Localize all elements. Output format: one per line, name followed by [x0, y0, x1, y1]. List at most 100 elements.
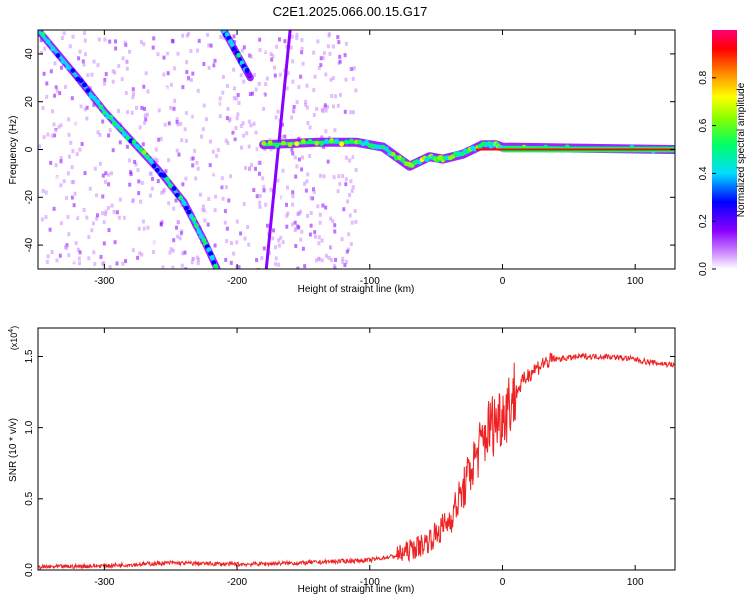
- spectrogram-cell: [257, 81, 261, 86]
- spectrogram-cell: [62, 123, 65, 128]
- spectrogram-cell: [169, 193, 173, 198]
- spectrogram-cell: [294, 174, 298, 179]
- spectrogram-cell: [81, 59, 85, 64]
- spectrogram-point: [102, 110, 107, 116]
- spectrogram-cell: [124, 91, 128, 95]
- spectrogram-cell: [288, 184, 292, 189]
- spectrogram-cell: [223, 209, 227, 214]
- spectrogram-cell: [277, 238, 281, 243]
- spectrogram-cell: [254, 98, 258, 103]
- figure-title: C2E1.2025.066.00.15.G17: [273, 4, 428, 19]
- spectrogram-cell: [135, 186, 139, 191]
- spectrogram-cell: [218, 114, 222, 119]
- spectrogram-band: [259, 137, 675, 171]
- spectrogram-point: [231, 46, 237, 52]
- spectrogram-cell: [101, 211, 105, 216]
- spectrogram-cell: [253, 134, 257, 139]
- spectrogram-cell: [349, 179, 353, 184]
- spectrogram-cell: [348, 158, 352, 163]
- spectrogram-cell: [139, 40, 143, 44]
- spectrogram-cell: [301, 155, 304, 160]
- spectrogram-cell: [329, 216, 333, 221]
- spectrogram-cell: [59, 156, 63, 161]
- spectrogram-cell: [295, 100, 299, 105]
- spectrogram-cell: [326, 105, 330, 109]
- spectrogram-cell: [76, 247, 80, 252]
- spectrogram-cell: [93, 262, 97, 266]
- spectrogram-cell: [331, 219, 335, 224]
- spectrogram-cell: [193, 261, 197, 266]
- spectrogram-point: [390, 151, 396, 157]
- spectrogram-cell: [151, 45, 155, 50]
- colorbar-tick-label: 0.6: [698, 118, 709, 132]
- spectrogram-cell: [177, 152, 181, 157]
- spectrogram-cell: [180, 138, 184, 143]
- spectrogram-cell: [145, 112, 149, 117]
- spectrogram-cell: [268, 251, 271, 256]
- spectrogram-cell: [45, 81, 49, 86]
- spectrogram-cell: [103, 37, 107, 42]
- spectrogram-point: [319, 141, 325, 146]
- spectrogram-cell: [93, 166, 97, 171]
- spectrogram-cell: [271, 54, 275, 59]
- spectrogram-cell: [298, 106, 302, 111]
- spectrogram-x-label: Height of straight line (km): [298, 284, 415, 295]
- spectrogram-cell: [177, 231, 181, 236]
- spectrogram-cell: [264, 82, 268, 87]
- spectrogram-cell: [131, 95, 135, 100]
- spectrogram-cell: [262, 84, 265, 89]
- spectrogram-cell: [95, 193, 98, 198]
- spectrogram-cell: [188, 170, 192, 175]
- spectrogram-cell: [291, 85, 295, 90]
- spectrogram-cell: [127, 158, 131, 163]
- spectrogram-cell: [163, 122, 167, 127]
- spectrogram-cell: [351, 155, 355, 160]
- spectrogram-cell: [67, 132, 71, 137]
- spectrogram-cell: [201, 207, 205, 212]
- spectrogram-point: [236, 52, 242, 58]
- spectrogram-y-tick-label: 20: [24, 96, 35, 108]
- spectrogram-cell: [300, 50, 304, 55]
- spectrogram-cell: [44, 215, 48, 219]
- spectrogram-cell: [209, 43, 213, 48]
- spectrogram-cell: [172, 206, 176, 211]
- spectrogram-cell: [104, 212, 107, 217]
- spectrogram-cell: [151, 176, 154, 181]
- spectrogram-cell: [64, 245, 68, 250]
- spectrogram-cell: [45, 94, 49, 99]
- spectrogram-cell: [186, 76, 190, 81]
- spectrogram-point: [274, 143, 280, 149]
- spectrogram-cell: [86, 73, 90, 78]
- spectrogram-cell: [124, 259, 127, 264]
- spectrogram-cell: [102, 81, 106, 86]
- spectrogram-cell: [51, 213, 55, 218]
- spectrogram-cell: [351, 185, 355, 190]
- spectrogram-cell: [47, 68, 50, 73]
- spectrogram-cell: [181, 182, 185, 187]
- spectrogram-cell: [189, 61, 192, 66]
- spectrogram-cell: [49, 134, 52, 139]
- spectrogram-point: [70, 68, 76, 73]
- spectrogram-cell: [136, 255, 140, 260]
- spectrogram-cell: [326, 44, 330, 49]
- spectrogram-cell: [92, 250, 96, 255]
- spectrogram-cell: [85, 215, 89, 220]
- spectrogram-cell: [68, 241, 72, 246]
- spectrogram-cell: [281, 196, 285, 201]
- spectrogram-cell: [72, 203, 76, 208]
- spectrogram-point: [400, 157, 406, 163]
- spectrogram-cell: [199, 162, 203, 167]
- spectrogram-cell: [250, 163, 254, 168]
- spectrogram-cell: [234, 126, 238, 130]
- spectrogram-cell: [218, 66, 222, 71]
- spectrogram-cell: [295, 36, 299, 41]
- spectrogram-cell: [348, 213, 352, 218]
- spectrogram-cell: [298, 162, 301, 167]
- colorbar-tick-label: 0.2: [698, 214, 709, 228]
- spectrogram-cell: [220, 176, 224, 181]
- spectrogram-cell: [332, 104, 335, 109]
- spectrogram-cell: [283, 134, 287, 139]
- spectrogram-cell: [190, 114, 194, 119]
- spectrogram-cell: [184, 111, 188, 116]
- spectrogram-cell: [138, 125, 142, 130]
